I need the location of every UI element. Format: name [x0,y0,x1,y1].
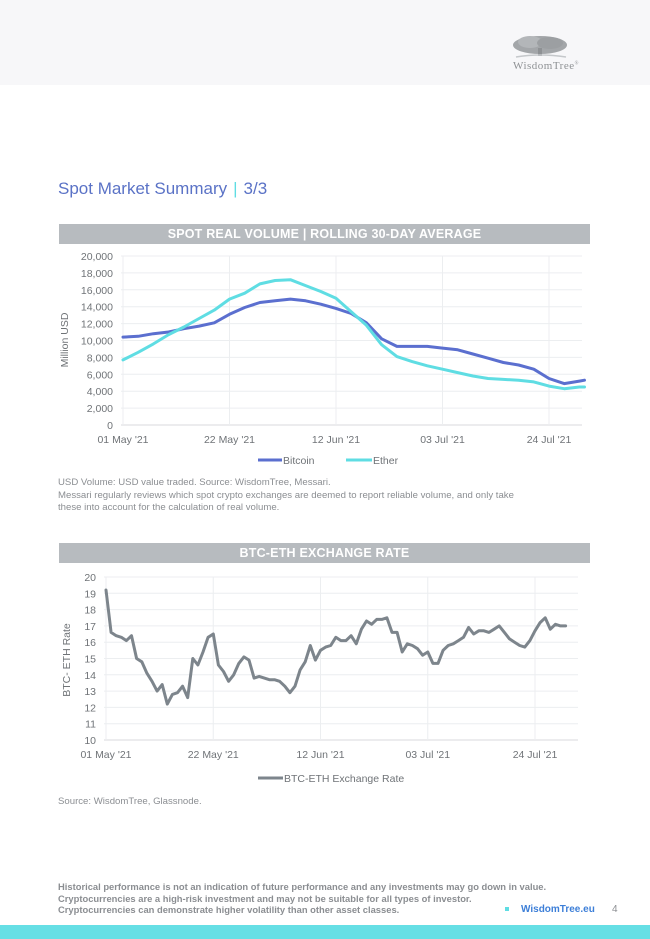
disclaimer-line-1: Historical performance is not an indicat… [58,881,547,892]
chart2-notes: Source: WisdomTree, Glassnode. [58,796,202,809]
y-tick-label: 20 [84,572,96,584]
y-tick-label: 16 [84,637,96,649]
volume-chart: 0 2,000 4,000 6,000 8,000 10,000 12,000 14,000 1… [59,251,586,467]
x-tick-label: 03 Jul '21 [405,749,450,761]
y-tick-label: 10 [84,735,96,747]
y-tick-label: 8,000 [87,352,113,364]
bullet-icon [505,907,509,911]
page-title-text: Spot Market Summary [58,179,228,198]
x-tick-label: 12 Jun '21 [312,434,360,446]
website-link[interactable]: WisdomTree.eu [521,904,595,915]
y-tick-label: 13 [84,686,96,698]
x-tick-label: 12 Jun '21 [296,749,344,761]
chart2-title-bar: BTC-ETH EXCHANGE RATE [59,543,590,563]
series-line-btc-eth-exchange-rate [104,588,568,706]
y-tick-label: 15 [84,654,96,666]
x-tick-label: 01 May '21 [80,749,131,761]
y-tick-label: 6,000 [87,369,113,381]
x-tick-label: 22 May '21 [204,434,255,446]
y-tick-label: 18,000 [81,268,113,280]
x-tick-label: 24 Jul '21 [527,434,572,446]
y-tick-label: 18 [84,605,96,617]
legend-label-ether: Ether [373,455,399,467]
y-tick-label: 12,000 [81,319,113,331]
btc-eth-chart: 10 11 12 13 14 15 16 17 18 19 20 01 May '21 22 May '… [61,572,578,785]
y-tick-label: 16,000 [81,285,113,297]
footer-accent-band [0,925,650,939]
y-tick-label: 11 [85,719,96,731]
y-tick-label: 4,000 [87,386,113,398]
y-tick-label: 17 [84,621,96,633]
y-tick-label: 14 [84,670,96,682]
chart1-source-note: USD Volume: USD value traded. Source: Wi… [58,477,331,488]
logo-wordmark: WisdomTree [513,60,575,72]
registered-mark: ® [574,61,579,67]
page-number: 4 [612,904,618,915]
x-tick-label: 24 Jul '21 [513,749,558,761]
chart2-source-note: Source: WisdomTree, Glassnode. [58,796,202,807]
y-tick-label: 12 [84,702,96,714]
y-axis-label: Million USD [59,312,71,367]
y-tick-label: 19 [84,588,96,600]
chart1-notes: USD Volume: USD value traded. Source: Wi… [58,477,514,515]
x-tick-label: 22 May '21 [188,749,239,761]
y-tick-label: 2,000 [87,403,113,415]
legend-label-btc-eth: BTC-ETH Exchange Rate [284,773,404,785]
series-line-bitcoin [121,297,586,386]
legend-label-bitcoin: Bitcoin [283,455,315,467]
page-counter: 3/3 [243,179,268,198]
wisdomtree-tree-icon [513,36,567,58]
chart1-methodology-note-cont: these into account for the calculation o… [58,502,280,513]
x-tick-label: 01 May '21 [97,434,148,446]
series-line-ether [121,278,586,391]
wisdomtree-logo-text: WisdomTree® [513,60,579,72]
chart1-title-bar: SPOT REAL VOLUME | ROLLING 30-DAY AVERAG… [59,224,590,244]
y-tick-label: 0 [107,420,113,432]
chart1-methodology-note: Messari regularly reviews which spot cry… [58,489,514,501]
y-axis-label: BTC- ETH Rate [61,623,73,697]
disclaimer-line-3: Cryptocurrencies can demonstrate higher … [58,904,400,916]
page-title: Spot Market Summary | 3/3 [58,179,267,199]
footer-disclaimer: Historical performance is not an indicat… [58,881,546,916]
y-tick-label: 10,000 [81,336,113,348]
y-tick-label: 14,000 [81,302,113,314]
title-separator: | [233,179,238,198]
x-tick-label: 03 Jul '21 [420,434,465,446]
y-tick-label: 20,000 [81,251,113,263]
disclaimer-line-2: Cryptocurrencies are a high-risk investm… [58,892,472,904]
